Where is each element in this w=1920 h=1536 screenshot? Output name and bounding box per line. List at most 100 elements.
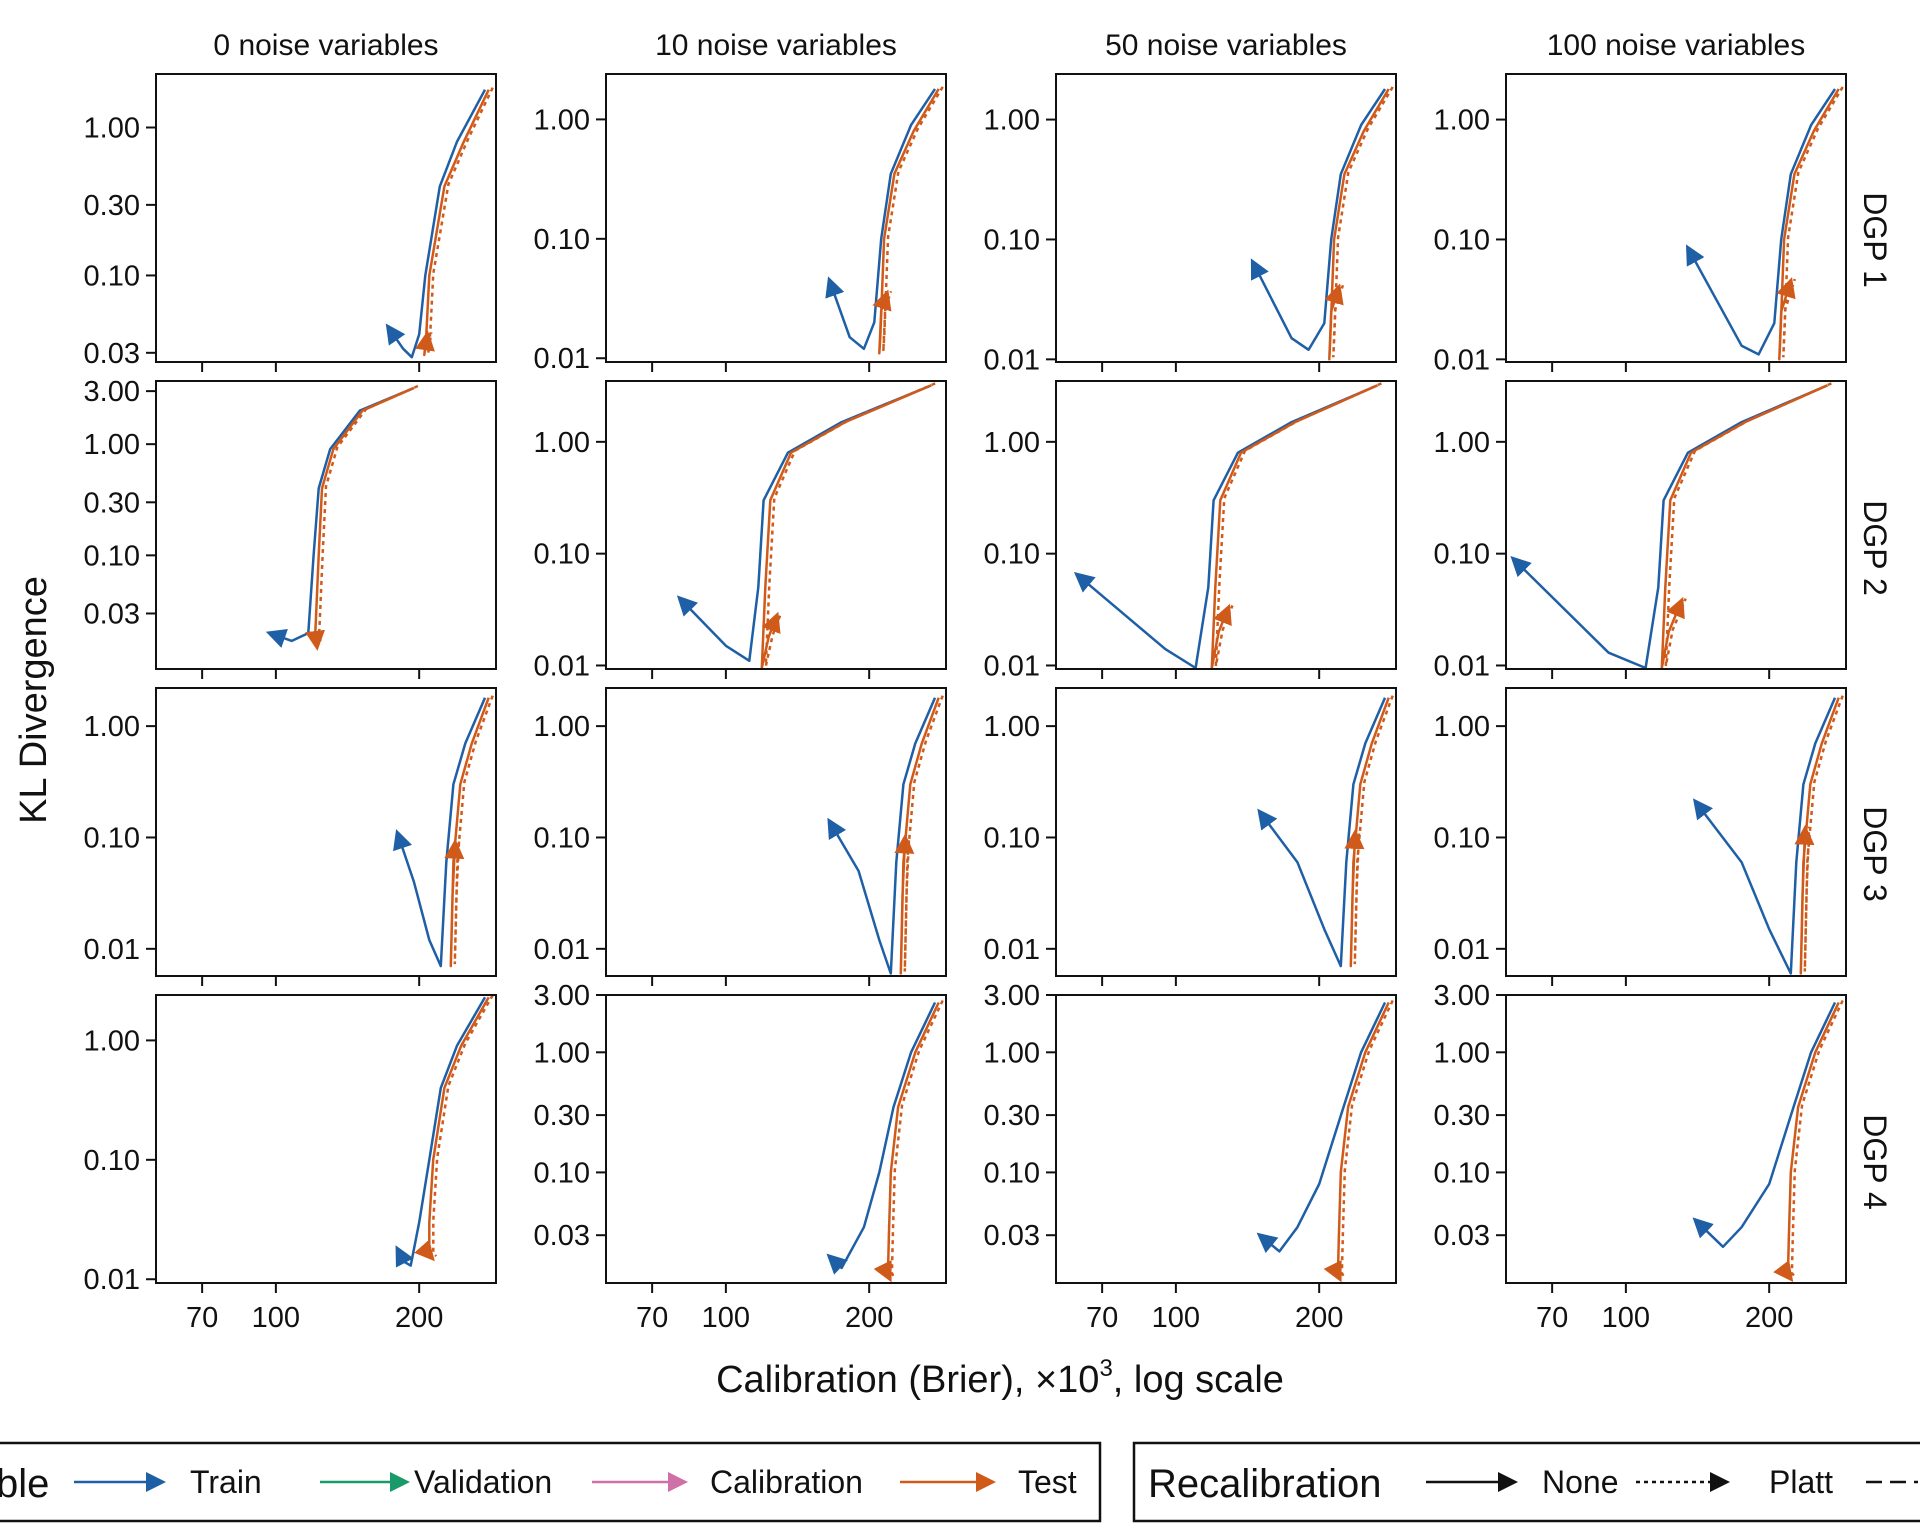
series-line-test-platt bbox=[1782, 86, 1844, 358]
legend-sample-title: ble bbox=[0, 1462, 49, 1506]
y-tick-label: 0.10 bbox=[1434, 822, 1490, 854]
series-line-test-platt bbox=[1664, 382, 1832, 667]
series-line-test bbox=[1776, 88, 1840, 361]
panel-frame bbox=[1055, 380, 1397, 670]
series-line-train bbox=[1685, 88, 1837, 356]
x-tick-label: 100 bbox=[1152, 1302, 1200, 1334]
series-line-test-platt bbox=[427, 87, 494, 354]
y-tick-label: 1.00 bbox=[1434, 427, 1490, 459]
y-tick-label: 0.30 bbox=[984, 1100, 1040, 1132]
y-tick-label: 1.00 bbox=[534, 711, 590, 743]
y-tick-label: 0.10 bbox=[984, 1157, 1040, 1189]
y-tick-label: 0.10 bbox=[1434, 539, 1490, 571]
y-tick-label: 1.00 bbox=[984, 105, 1040, 137]
y-tick-label: 0.10 bbox=[84, 822, 140, 854]
y-tick-label: 0.10 bbox=[84, 260, 140, 292]
y-tick-label: 0.03 bbox=[534, 1220, 590, 1252]
y-tick-label: 1.00 bbox=[984, 427, 1040, 459]
chart-panel: 0.01 0.10 1.00 bbox=[534, 380, 947, 682]
chart-panel: 0.03 0.10 0.30 1.00 3.00 70 100 200 bbox=[984, 980, 1397, 1334]
series-line-train bbox=[825, 88, 937, 351]
series-line-test bbox=[1773, 1001, 1840, 1282]
series-line-train bbox=[826, 1001, 937, 1275]
series-line-test-platt bbox=[1353, 695, 1394, 965]
chart-panel: 0.01 0.10 1.00 70 100 200 bbox=[84, 994, 497, 1334]
legend-label-platt: Platt bbox=[1769, 1464, 1833, 1500]
y-tick-label: 1.00 bbox=[84, 113, 140, 145]
y-tick-label: 0.10 bbox=[84, 540, 140, 572]
series-line-train bbox=[393, 697, 487, 968]
y-tick-label: 0.10 bbox=[1434, 1157, 1490, 1189]
row-label: DGP 1 bbox=[1857, 192, 1893, 287]
chart-panel: 0.01 0.10 1.00 bbox=[1434, 380, 1847, 682]
series-line-test-platt bbox=[1803, 695, 1844, 972]
panel-frame bbox=[155, 687, 497, 977]
legend-label-calibration: Calibration bbox=[710, 1464, 863, 1500]
panel-frame bbox=[1505, 380, 1847, 670]
legend-label-train: Train bbox=[190, 1464, 262, 1500]
y-tick-label: 0.30 bbox=[84, 190, 140, 222]
series-line-train bbox=[265, 386, 415, 648]
x-axis-title: Calibration (Brier), ×103, log scale bbox=[716, 1355, 1284, 1401]
column-title: 50 noise variables bbox=[1105, 29, 1347, 62]
series-line-test bbox=[1660, 384, 1828, 670]
column-title: 10 noise variables bbox=[655, 29, 897, 62]
y-tick-label: 0.03 bbox=[84, 338, 140, 370]
panel-frame bbox=[605, 994, 947, 1284]
y-axis-title: KL Divergence bbox=[13, 576, 55, 824]
y-tick-label: 3.00 bbox=[84, 376, 140, 408]
row-label: DGP 2 bbox=[1857, 500, 1893, 595]
x-tick-label: 100 bbox=[1602, 1302, 1650, 1334]
row-label: DGP 3 bbox=[1857, 806, 1893, 901]
y-tick-label: 1.00 bbox=[1434, 105, 1490, 137]
y-tick-label: 0.10 bbox=[84, 1145, 140, 1177]
series-line-test bbox=[873, 1001, 940, 1283]
series-line-test-platt bbox=[903, 695, 944, 972]
y-tick-label: 1.00 bbox=[984, 711, 1040, 743]
series-line-test bbox=[1324, 88, 1390, 361]
series-line-test-platt bbox=[890, 999, 944, 1278]
chart-panel: 0.01 0.10 1.00 bbox=[984, 380, 1397, 682]
series-line-test bbox=[1794, 697, 1840, 975]
series-line-test-platt bbox=[1340, 999, 1394, 1278]
panel-frame bbox=[155, 994, 497, 1284]
x-tick-label: 100 bbox=[702, 1302, 750, 1334]
panel-frame bbox=[1055, 687, 1397, 977]
legend-label-none: None bbox=[1542, 1464, 1619, 1500]
panel-frame bbox=[1055, 73, 1397, 363]
series-line-test-platt bbox=[1790, 999, 1844, 1278]
y-tick-label: 3.00 bbox=[1434, 980, 1490, 1012]
y-tick-label: 1.00 bbox=[984, 1037, 1040, 1069]
y-tick-label: 0.01 bbox=[534, 934, 590, 966]
y-tick-label: 0.30 bbox=[84, 487, 140, 519]
series-line-test bbox=[1323, 1001, 1390, 1283]
chart-panel: 0.01 0.10 1.00 bbox=[534, 73, 947, 375]
panel-frame bbox=[1505, 994, 1847, 1284]
panel-grid: 0.03 0.10 0.30 1.00 0.01 0.10 1.00 0.01 0.10 1.00… bbox=[84, 73, 1847, 1334]
series-line-test bbox=[1344, 697, 1390, 968]
series-line-test bbox=[894, 697, 940, 975]
y-tick-label: 0.30 bbox=[534, 1100, 590, 1132]
y-tick-label: 0.01 bbox=[84, 1264, 140, 1296]
series-line-train bbox=[1510, 384, 1828, 670]
chart-panel: 0.03 0.10 0.30 1.00 3.00 70 100 200 bbox=[1434, 980, 1847, 1334]
y-tick-label: 0.10 bbox=[984, 539, 1040, 571]
series-line-train bbox=[395, 996, 487, 1268]
column-title: 0 noise variables bbox=[213, 29, 438, 62]
series-line-test bbox=[305, 386, 415, 651]
series-line-test bbox=[1210, 384, 1378, 670]
x-tick-label: 70 bbox=[186, 1302, 218, 1334]
y-tick-label: 0.10 bbox=[984, 224, 1040, 256]
series-line-test bbox=[444, 697, 490, 968]
chart-panel: 0.01 0.10 1.00 bbox=[84, 687, 497, 986]
x-tick-label: 70 bbox=[1536, 1302, 1568, 1334]
chart-panel: 0.03 0.10 0.30 1.00 bbox=[84, 73, 497, 372]
y-tick-label: 0.10 bbox=[1434, 224, 1490, 256]
x-tick-label: 200 bbox=[1745, 1302, 1793, 1334]
series-line-train bbox=[827, 697, 937, 975]
series-line-test bbox=[414, 996, 490, 1262]
column-title: 100 noise variables bbox=[1547, 29, 1806, 62]
y-tick-label: 0.01 bbox=[534, 343, 590, 375]
x-tick-label: 100 bbox=[252, 1302, 300, 1334]
